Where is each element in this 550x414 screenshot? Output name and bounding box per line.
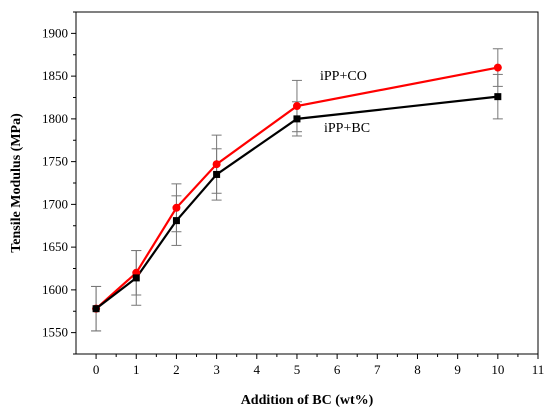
y-tick-label: 1600 [42,282,68,297]
error-bars [91,48,503,332]
x-tick-label: 3 [213,362,220,377]
y-tick-label: 1850 [42,68,68,83]
y-tick-label: 1700 [42,196,68,211]
y-tick-label: 1800 [42,111,68,126]
series-line-ipp-co [95,66,499,310]
series-markers [92,63,502,313]
x-tick-label: 0 [93,362,100,377]
x-tick-label: 10 [491,362,504,377]
y-tick-label: 1550 [42,325,68,340]
data-point-ipp-bc [293,115,301,123]
data-point-ipp-co [212,160,221,169]
data-point-ipp-bc [494,93,502,101]
data-point-ipp-bc [92,305,100,313]
x-tick-label: 9 [454,362,461,377]
x-tick-label: 8 [414,362,421,377]
x-tick-label: 6 [334,362,341,377]
x-tick-label: 4 [254,362,261,377]
plot-frame [75,11,539,355]
series-label-ipp-co: iPP+CO [320,69,367,84]
y-axis-title: Tensile Modulus (MPa) [9,113,24,253]
series-lines [95,66,499,310]
y-axis-ticks: 1550 1600 1650 1700 1750 1800 1850 1900 [42,11,76,355]
y-tick-label: 1900 [42,25,68,40]
y-tick-label: 1650 [42,239,68,254]
series-line-ipp-bc [95,95,498,310]
data-point-ipp-co [172,203,181,212]
x-axis-title: Addition of BC (wt%) [241,393,374,408]
data-point-ipp-bc [213,170,221,178]
x-tick-label: 7 [374,362,381,377]
x-tick-label: 5 [294,362,301,377]
x-tick-label: 11 [532,362,545,377]
data-point-ipp-co [292,102,301,111]
x-tick-label: 2 [173,362,180,377]
series-label-ipp-bc: iPP+BC [324,121,370,136]
data-point-ipp-bc [172,217,180,225]
data-point-ipp-co [493,63,502,72]
x-axis-ticks: 0 1 2 3 4 5 6 7 8 9 10 11 [93,354,544,377]
x-tick-label: 1 [133,362,140,377]
data-point-ipp-bc [132,274,140,282]
y-tick-label: 1750 [42,154,68,169]
